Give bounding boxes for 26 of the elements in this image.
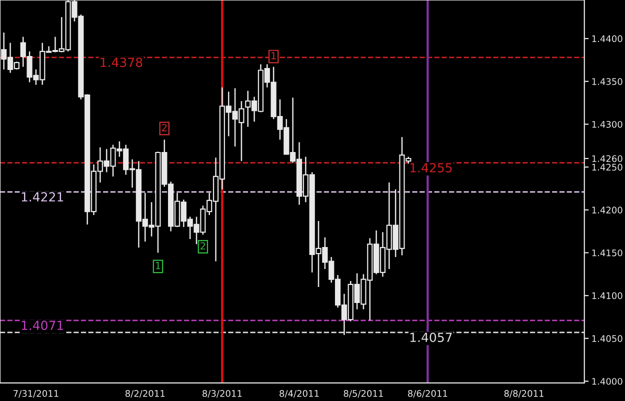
y-tick-label: 1.4200 (592, 206, 622, 214)
y-tick-label: 1.4150 (592, 249, 622, 256)
x-tick-label: 8/4/2011 (280, 390, 319, 398)
y-tick-label: 1.4400 (592, 35, 622, 42)
x-tick-label: 8/3/2011 (202, 390, 242, 398)
y-tick-label: 1.4050 (592, 335, 622, 342)
ref-line-label: 1.4255 (410, 163, 452, 172)
annotation: 2 (200, 242, 206, 250)
annotation: 1 (272, 52, 276, 60)
y-tick-label: 1.4260 (592, 155, 622, 162)
ref-line-label: 1.4071 (22, 320, 64, 330)
ref-line-label: 1.4378 (100, 58, 142, 68)
y-tick-label: 1.4000 (592, 378, 622, 385)
y-tick-label: 1.4350 (592, 78, 622, 85)
x-tick-label: 8/2/2011 (125, 390, 165, 398)
x-tick-label: 8/8/2011 (504, 390, 544, 398)
y-tick-label: 1.4250 (592, 164, 622, 171)
ref-line-label: 1.4057 (410, 332, 452, 342)
y-tick-label: 1.4100 (592, 292, 622, 300)
annotation: 2 (162, 124, 167, 132)
y-tick-label: 1.4300 (592, 120, 622, 128)
ref-line-label: 1.4221 (22, 192, 64, 202)
annotation: 1 (156, 262, 160, 270)
x-tick-label: 8/5/2011 (344, 390, 383, 398)
x-tick-label: 7/31/2011 (14, 390, 58, 398)
x-tick-label: 8/6/2011 (408, 390, 448, 398)
